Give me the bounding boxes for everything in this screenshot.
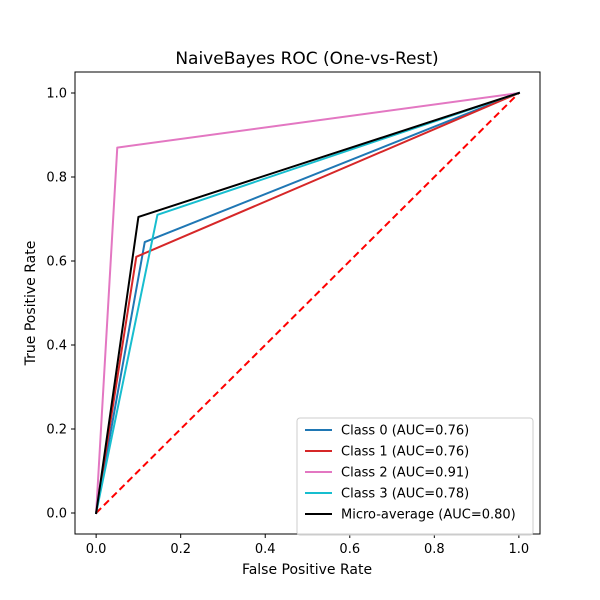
legend-label-2: Class 2 (AUC=0.91): [341, 466, 469, 481]
y-tick-label: 0.4: [46, 339, 67, 354]
legend-label-0: Class 0 (AUC=0.76): [341, 424, 469, 439]
series-line-1: [94, 91, 521, 515]
x-tick-label: 0.6: [339, 542, 360, 557]
legend: Class 0 (AUC=0.76) Class 1 (AUC=0.76) Clas…: [296, 417, 534, 536]
y-tick-label: 0.6: [46, 255, 67, 270]
chance-reference-line: [95, 92, 520, 514]
legend-label-3: Class 3 (AUC=0.78): [341, 487, 469, 502]
y-axis-label: True Positive Rate: [23, 241, 39, 367]
x-tick-label: 0.4: [255, 542, 276, 557]
y-tick-label: 0.2: [46, 423, 67, 438]
x-axis-label: False Positive Rate: [242, 562, 372, 578]
series-lines: [94, 91, 521, 515]
series-line-3: [94, 91, 521, 515]
y-tick-label: 0.0: [46, 507, 67, 522]
series-line-4: [95, 91, 521, 515]
legend-label-1: Class 1 (AUC=0.76): [341, 445, 469, 460]
x-tick-label: 0.0: [86, 542, 107, 557]
y-tick-label: 1.0: [46, 87, 67, 102]
legend-box: [296, 417, 534, 536]
series-line-2: [95, 91, 520, 515]
x-tick-label: 0.8: [424, 542, 445, 557]
y-tick-label: 0.8: [46, 171, 67, 186]
legend-label-4: Micro-average (AUC=0.80): [341, 508, 516, 523]
series-line-0: [94, 91, 521, 515]
chart-title: NaiveBayes ROC (One-vs-Rest): [175, 49, 438, 69]
x-tick-label: 0.2: [170, 542, 191, 557]
plot-area: 0.0 0.2 0.4 0.6 0.8 1.0 0.0 0.2 0.4 0.6 0.8 1.0: [46, 71, 541, 557]
x-tick-label: 1.0: [509, 542, 530, 557]
